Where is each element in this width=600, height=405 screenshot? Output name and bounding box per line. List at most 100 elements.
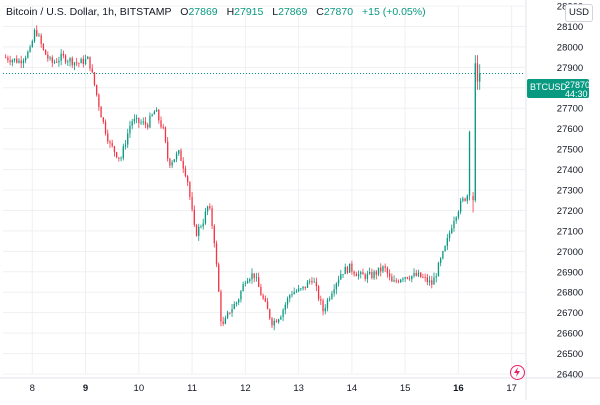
lightning-icon[interactable] xyxy=(510,365,525,380)
candle-body xyxy=(198,226,200,236)
candle-body xyxy=(80,58,82,64)
candle-body xyxy=(415,273,417,276)
candle-body xyxy=(435,276,437,278)
candle-body xyxy=(182,160,184,169)
candle-body xyxy=(120,158,122,160)
candle-body xyxy=(366,273,369,279)
x-tick-label: 17 xyxy=(506,383,517,394)
change-value: +15 (+0.05%) xyxy=(361,6,426,18)
candle-body xyxy=(420,272,422,278)
candle-body xyxy=(459,200,462,212)
x-tick-label: 11 xyxy=(187,383,197,394)
candle-body xyxy=(326,299,329,309)
open-value: 27869 xyxy=(188,6,218,18)
candle-body xyxy=(375,271,377,275)
candle-body xyxy=(9,60,11,63)
candle-body xyxy=(71,58,73,66)
x-tick-label: 8 xyxy=(30,383,35,394)
candle-body xyxy=(262,295,264,299)
candle-body xyxy=(368,272,371,274)
candle-body xyxy=(189,182,191,197)
currency-button[interactable]: USD xyxy=(565,4,593,22)
candle-body xyxy=(242,284,244,292)
candle-body xyxy=(400,279,402,283)
price-tag-price: 27870 xyxy=(565,80,591,90)
candle-body xyxy=(153,111,156,115)
price-tag-symbol: BTCUSD xyxy=(530,82,568,92)
candle-body xyxy=(244,283,247,285)
candle-body xyxy=(253,273,255,278)
candle-body xyxy=(140,122,142,124)
candle-body xyxy=(286,298,289,305)
candle-body xyxy=(331,293,333,299)
candle-body xyxy=(118,157,120,159)
candle-body xyxy=(84,59,87,65)
candle-body xyxy=(53,61,56,63)
candle-body xyxy=(282,309,284,317)
candle-body xyxy=(249,279,251,282)
candle-body xyxy=(302,286,304,289)
candle-body xyxy=(142,121,144,123)
candle-body xyxy=(38,35,40,37)
x-tick-label: 12 xyxy=(240,383,251,394)
candle-body xyxy=(291,294,293,296)
candle-body xyxy=(222,321,224,324)
x-tick-label: 14 xyxy=(347,383,358,394)
candle-body xyxy=(231,309,233,313)
candle-body xyxy=(311,281,313,283)
x-tick-label: 15 xyxy=(400,383,411,394)
candle-body xyxy=(20,60,22,64)
candle-body xyxy=(131,121,133,126)
candle-body xyxy=(87,56,89,60)
candle-body xyxy=(144,121,147,125)
candle-body xyxy=(349,263,351,273)
candle-body xyxy=(124,144,127,147)
candle-body xyxy=(31,41,33,48)
candle-body xyxy=(266,301,269,310)
candle-body xyxy=(224,317,227,324)
candle-body xyxy=(444,246,446,252)
y-tick-label: 26600 xyxy=(557,329,583,340)
candle-body xyxy=(149,115,151,128)
candle-body xyxy=(160,120,162,128)
candle-body xyxy=(364,274,366,279)
candle-body xyxy=(353,271,355,275)
candle-body xyxy=(58,60,60,63)
candle-body xyxy=(382,266,384,272)
candle-body xyxy=(333,289,335,294)
y-tick-label: 26400 xyxy=(557,370,583,381)
candle-body xyxy=(226,312,229,318)
y-tick-label: 26500 xyxy=(557,349,583,360)
candle-body xyxy=(300,288,302,290)
candle-body xyxy=(200,226,202,228)
candle-body xyxy=(98,94,100,107)
candle-body xyxy=(437,262,440,277)
y-tick-label: 27100 xyxy=(557,226,583,237)
candle-body xyxy=(240,291,242,300)
candle-body xyxy=(255,277,258,279)
candle-body xyxy=(446,238,448,247)
candle-body xyxy=(193,209,195,225)
candle-body xyxy=(151,114,153,116)
candle-body xyxy=(393,280,395,282)
candle-body xyxy=(76,62,78,64)
candle-body xyxy=(204,211,207,224)
candle-body xyxy=(209,206,211,209)
candle-body xyxy=(175,153,178,160)
candle-body xyxy=(13,58,16,61)
candle-body xyxy=(373,271,375,278)
candle-body xyxy=(476,63,479,82)
candle-body xyxy=(309,281,311,282)
candle-body xyxy=(264,298,266,302)
candle-body xyxy=(453,220,455,229)
candle-body xyxy=(135,117,138,119)
candle-body xyxy=(428,280,431,283)
high-label: H xyxy=(226,6,235,18)
candle-body xyxy=(22,60,25,64)
symbol-line: Bitcoin / U.S. Dollar, 1h, BITSTAMP xyxy=(6,6,172,18)
x-tick-label: 9 xyxy=(83,383,88,394)
candle-body xyxy=(355,274,357,277)
candle-body xyxy=(184,168,187,177)
